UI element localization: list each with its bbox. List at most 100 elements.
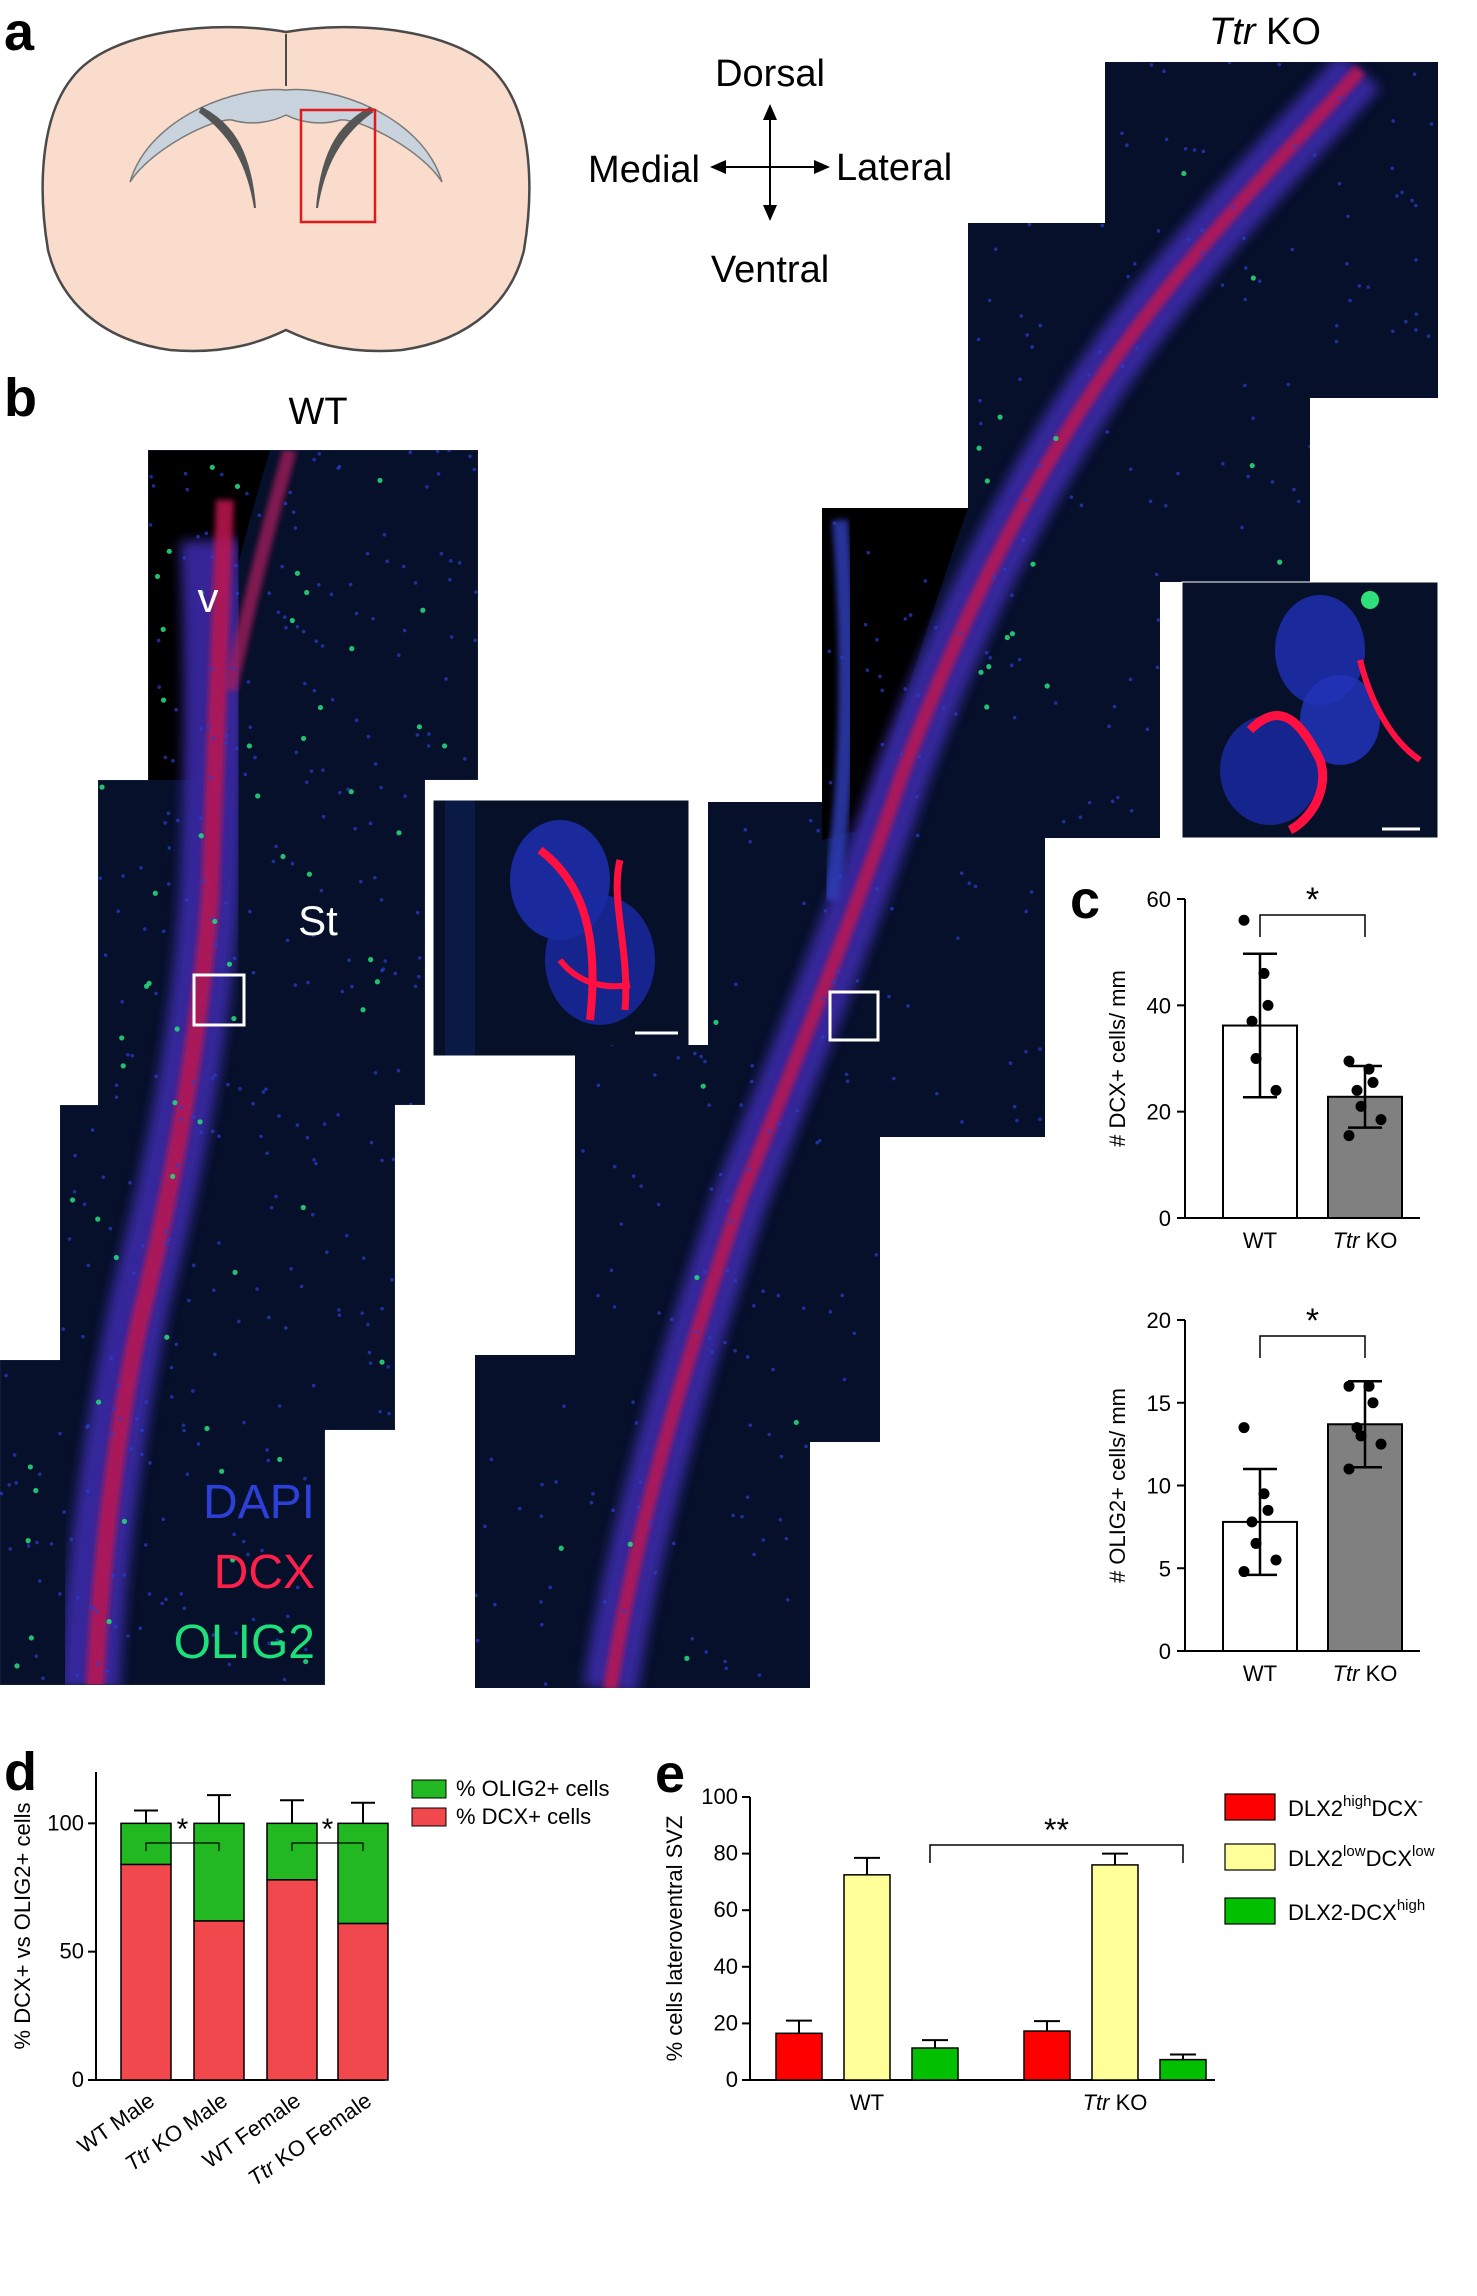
dapi-nucleus (182, 1606, 187, 1611)
dapi-nucleus (1086, 171, 1090, 176)
dapi-nucleus (795, 1108, 800, 1113)
dapi-nucleus (206, 725, 211, 729)
dapi-nucleus (44, 711, 49, 716)
dapi-nucleus (92, 859, 96, 864)
dapi-nucleus (359, 879, 363, 884)
dapi-nucleus (140, 1244, 145, 1248)
dapi-nucleus (1069, 1522, 1074, 1526)
dapi-nucleus (1149, 63, 1154, 67)
legend-base: DLX2 (1288, 1796, 1343, 1821)
dapi-nucleus (639, 1184, 643, 1188)
dapi-nucleus (306, 980, 310, 985)
dapi-nucleus (416, 974, 421, 979)
dapi-nucleus (747, 1167, 751, 1172)
dapi-nucleus (387, 1411, 391, 1416)
dapi-nucleus (906, 1004, 910, 1008)
dapi-nucleus (386, 1442, 390, 1447)
dapi-nucleus (73, 1046, 77, 1051)
dapi-nucleus (1156, 618, 1161, 622)
x-tick-label-0-rest: WT (1243, 1228, 1277, 1253)
x-tick-label-1: Ttr KO (1083, 2090, 1148, 2115)
dapi-nucleus (163, 1242, 168, 1246)
dapi-nucleus (61, 882, 66, 886)
legend-label-2: DLX2-DCXhigh (1288, 1897, 1425, 1925)
dapi-nucleus (1019, 314, 1024, 318)
dapi-nucleus (382, 533, 387, 537)
dapi-nucleus (1062, 912, 1067, 917)
dapi-nucleus (1309, 1353, 1314, 1358)
dapi-nucleus (1220, 991, 1225, 995)
legend-mid: DCX (1371, 1796, 1418, 1821)
data-point (1262, 999, 1274, 1011)
dapi-nucleus (713, 468, 718, 473)
dapi-nucleus (88, 1605, 93, 1610)
dapi-nucleus (309, 769, 314, 773)
dapi-nucleus (844, 1072, 849, 1077)
dapi-nucleus (346, 787, 350, 792)
data-point (1250, 1053, 1262, 1064)
dapi-nucleus (562, 1139, 566, 1144)
dapi-nucleus (353, 826, 357, 831)
dapi-nucleus (274, 844, 278, 849)
dapi-nucleus (748, 839, 752, 844)
data-point (1343, 1463, 1355, 1475)
olig2-cell (1172, 1071, 1178, 1078)
dapi-nucleus (108, 728, 113, 733)
dapi-nucleus (3, 870, 8, 874)
dapi-nucleus (1387, 534, 1391, 539)
dapi-nucleus (929, 1251, 934, 1256)
dapi-nucleus (757, 1673, 762, 1677)
dapi-nucleus (947, 460, 952, 464)
dapi-nucleus (988, 655, 993, 660)
dapi-nucleus (251, 970, 256, 975)
olig2-cell (232, 1269, 238, 1275)
dapi-nucleus (681, 484, 685, 489)
panel-letter-e: e (655, 1744, 685, 1804)
olig2-cell (1352, 1017, 1358, 1023)
dapi-nucleus (69, 1537, 74, 1542)
dapi-nucleus (264, 1087, 268, 1092)
dapi-nucleus (1243, 297, 1248, 302)
dapi-nucleus (593, 323, 598, 327)
legend-sup1: high (1397, 1897, 1425, 1914)
olig2-cell (614, 633, 621, 639)
dapi-nucleus (49, 1542, 54, 1546)
dapi-nucleus (1400, 190, 1404, 195)
dapi-nucleus (111, 1406, 116, 1411)
dapi-nucleus (280, 564, 285, 569)
dapi-nucleus (985, 1327, 990, 1331)
dapi-nucleus (1242, 236, 1246, 241)
dapi-nucleus (354, 718, 359, 723)
dapi-nucleus (286, 1614, 290, 1619)
x-tick-label-3: Ttr KO Female (243, 2088, 376, 2191)
olig2-cell (98, 613, 104, 619)
dapi-nucleus (816, 618, 821, 623)
legend-label-1: DLX2lowDCXlow (1288, 1843, 1435, 1871)
dapi-nucleus (467, 1458, 471, 1462)
dapi-nucleus (567, 676, 572, 681)
dapi-nucleus (827, 649, 832, 654)
legend-swatch-0 (1224, 1793, 1276, 1821)
dapi-nucleus (902, 80, 907, 85)
olig2-cell (33, 1487, 39, 1494)
dapi-nucleus (393, 971, 398, 976)
olig2-cell (197, 1119, 203, 1125)
olig2-cell (27, 1464, 33, 1470)
dapi-nucleus (903, 422, 908, 427)
dapi-nucleus (402, 628, 407, 633)
y-tick-label: 100 (701, 1784, 738, 1809)
dapi-nucleus (217, 1241, 221, 1245)
dapi-nucleus (425, 485, 429, 489)
x-tick-label-0-rest: WT (1243, 1661, 1277, 1686)
dapi-nucleus (1417, 1282, 1421, 1287)
dapi-nucleus (703, 1059, 707, 1064)
dapi-nucleus (169, 1395, 174, 1399)
olig2-cell (69, 1197, 76, 1203)
olig2-cell (916, 1212, 922, 1219)
dapi-nucleus (752, 1303, 756, 1308)
dapi-nucleus (448, 577, 452, 582)
dapi-nucleus (1258, 1306, 1262, 1310)
dapi-nucleus (48, 1027, 52, 1032)
dapi-nucleus (30, 786, 35, 790)
dapi-nucleus (1410, 198, 1414, 203)
